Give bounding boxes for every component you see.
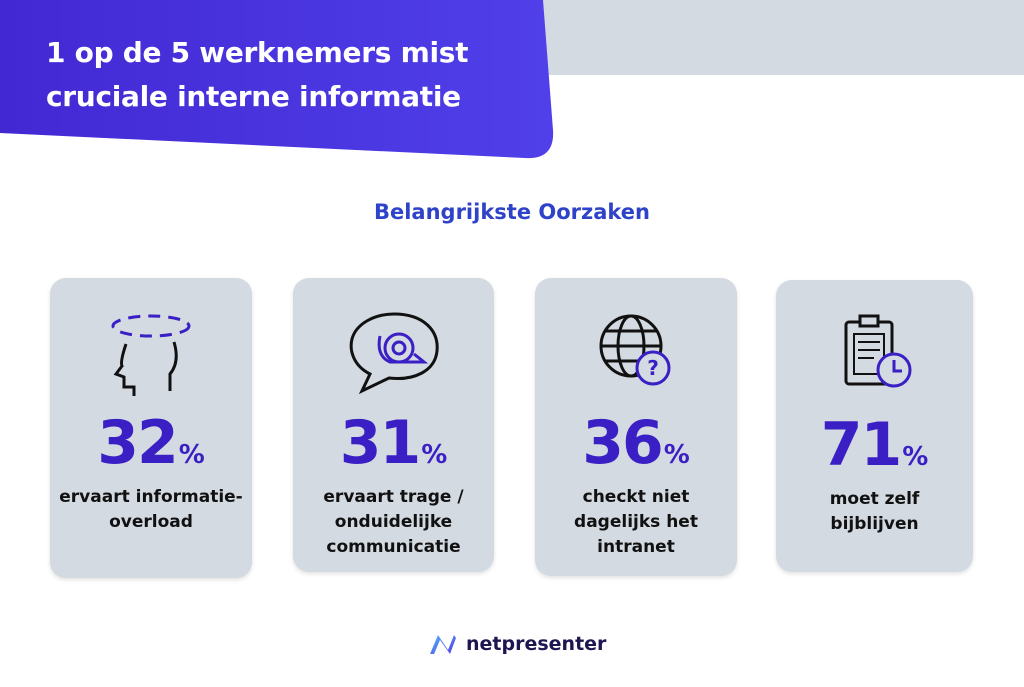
stat-value: 71% <box>820 410 929 480</box>
stat-card-overload: 32% ervaart informatie-overload <box>50 278 252 578</box>
stat-description: ervaart informatie-overload <box>59 487 243 532</box>
netpresenter-logo-icon <box>430 635 456 654</box>
stat-value: 32% <box>97 408 205 478</box>
stat-card-intranet: ? 36% checkt niet dagelijks het intranet <box>535 278 737 576</box>
snail-speech-bubble-icon <box>349 312 439 395</box>
section-subtitle: Belangrijkste Oorzaken <box>373 200 651 224</box>
netpresenter-logo: netpresenter <box>428 632 606 656</box>
stat-value: 31% <box>339 408 448 478</box>
title-line-2: cruciale interne informatie <box>46 80 461 113</box>
stat-description: moet zelf bijblijven <box>829 489 920 534</box>
stat-description: checkt niet dagelijks het intranet <box>574 487 698 557</box>
top-right-band <box>540 0 1024 75</box>
brand-name: netpresenter <box>466 633 607 655</box>
head-overload-icon <box>111 314 191 396</box>
clipboard-clock-icon <box>844 314 911 388</box>
globe-question-icon: ? <box>599 314 671 386</box>
title-banner <box>0 0 554 159</box>
stat-card-communication: 31% ervaart trage / onduidelijke communi… <box>293 278 494 572</box>
svg-text:?: ? <box>647 356 659 380</box>
stat-card-keep-up: 71% moet zelf bijblijven <box>776 280 973 572</box>
title-line-1: 1 op de 5 werknemers mist <box>46 36 469 69</box>
stat-description: ervaart trage / onduidelijke communicati… <box>323 487 464 557</box>
stat-value: 36% <box>582 408 690 478</box>
page-title: 1 op de 5 werknemers mist cruciale inter… <box>46 31 469 119</box>
